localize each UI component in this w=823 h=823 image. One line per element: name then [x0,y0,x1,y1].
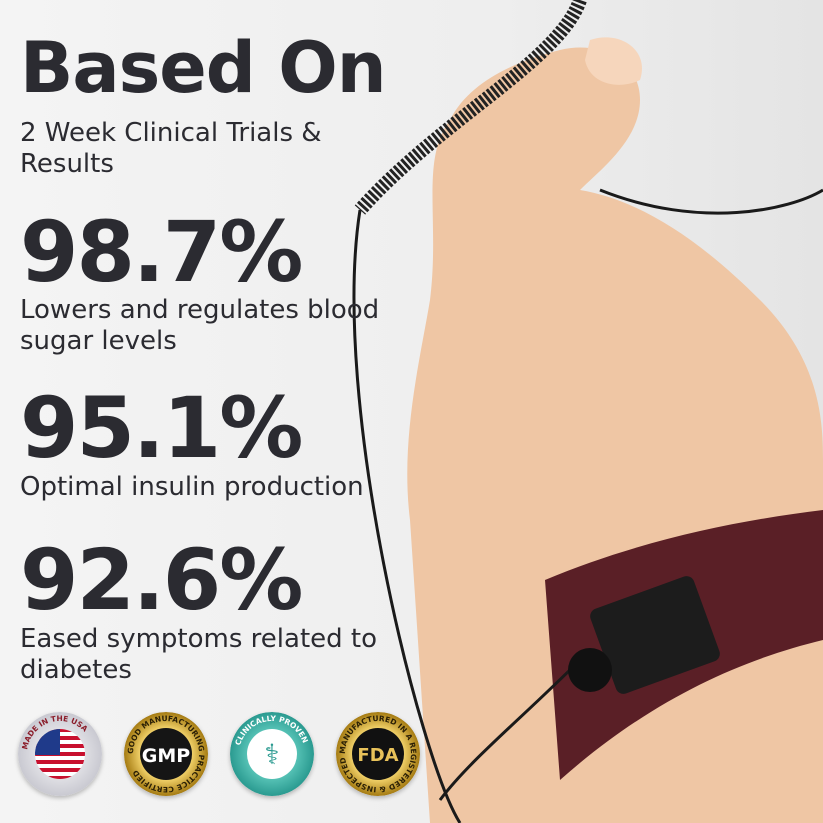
made-in-usa-badge: MADE IN THE USA [18,712,102,796]
caduceus-icon: ⚕ [264,738,279,771]
usa-flag-icon [35,729,85,779]
snap-connector [568,648,612,692]
clinically-proven-badge: ⚕ CLINICALLY PROVEN [230,712,314,796]
stat-label: Eased symptoms related to diabetes [20,624,378,685]
strap-buckle [590,576,720,694]
gmp-badge: GMP GOOD MANUFACTURING PRACTICE CERTIFIE… [124,712,208,796]
cord [352,188,823,823]
fda-badge: FDA MANUFACTURED IN A REGISTERED & INSPE… [336,712,420,796]
coiled-cord [354,0,587,215]
page-title: Based On [20,27,387,109]
gmp-icon: GMP [142,745,191,767]
fda-icon: FDA [357,745,398,766]
stat-label: Optimal insulin production [20,472,364,502]
subtitle: 2 Week Clinical Trials & Results [20,118,322,179]
stat-value: 92.6% [20,531,303,629]
stat-value: 95.1% [20,379,303,477]
stat-value: 98.7% [20,203,303,301]
stat-label: Lowers and regulates blood sugar levels [20,295,380,356]
badge-row: MADE IN THE USA GMP GOOD MANUFACTURING P… [18,712,420,796]
